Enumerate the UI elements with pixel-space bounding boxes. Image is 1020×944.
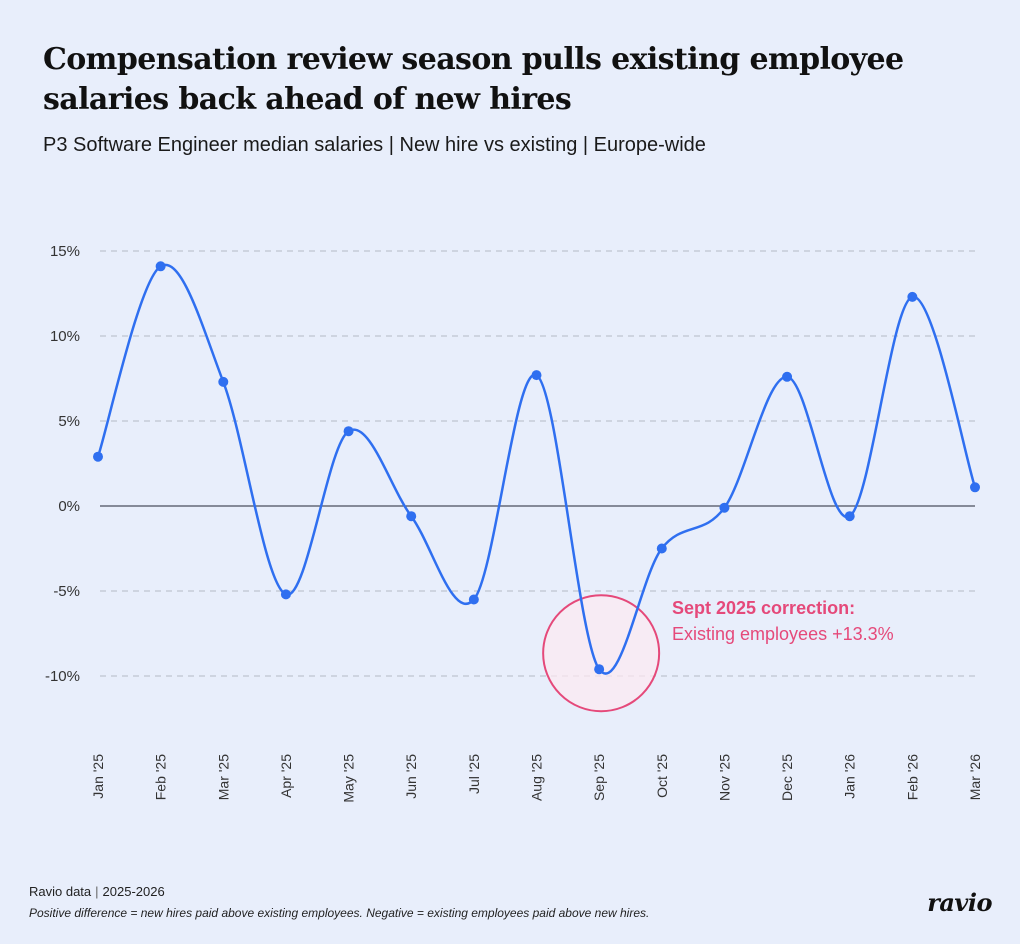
annotation-text: Existing employees +13.3% [672,624,894,644]
data-point [594,664,605,675]
y-tick-label: 0% [58,498,80,515]
chart-title: Compensation review season pulls existin… [43,42,904,117]
x-axis-ticks: Jan '25 Feb '25 Mar '25 Apr '25 May '25 Jun '… [90,754,983,803]
y-tick-label: 15% [50,243,80,260]
x-tick-label: Jan '25 [90,754,106,799]
source-separator: | [95,884,99,899]
x-tick-label: Feb '26 [904,754,920,800]
annotation-title: Sept 2025 correction: [672,598,855,618]
y-tick-label: 10% [50,328,80,345]
x-tick-label: Oct '25 [654,754,670,798]
data-point [155,261,166,272]
chart-subtitle: P3 Software Engineer median salaries | N… [43,134,706,156]
y-tick-label: -5% [53,583,80,600]
data-point [656,543,667,554]
annotation: Sept 2025 correction: Existing employees… [672,598,894,644]
data-point [531,370,542,381]
x-tick-label: Apr '25 [278,754,294,798]
x-tick-label: Jun '25 [403,754,419,799]
grid-lines [100,250,975,677]
data-point [719,502,730,513]
y-tick-label: 5% [58,413,80,430]
footnote: Positive difference = new hires paid abo… [29,906,650,920]
data-point [93,451,103,462]
source-period: 2025-2026 [102,884,165,899]
x-tick-label: Feb '25 [153,754,169,800]
highlight-group [542,594,661,713]
highlight-circle [542,594,661,713]
series-points [93,261,980,675]
ravio-logo: ravio [927,888,992,917]
x-tick-label: Jul '25 [466,754,482,794]
data-point [970,482,980,493]
data-point [468,594,479,605]
data-point [406,511,417,522]
data-point [343,426,354,437]
x-tick-label: Nov '25 [716,754,732,801]
x-tick-label: Mar '25 [215,754,231,800]
data-point [844,511,855,522]
x-tick-label: Aug '25 [529,754,545,801]
y-axis-ticks: 15% 10% 5% 0% -5% -10% [45,243,80,685]
source-name: Ravio data [29,884,92,899]
data-point [907,291,918,302]
x-tick-label: Sep '25 [591,754,607,801]
x-tick-label: May '25 [341,754,357,803]
x-tick-label: Dec '25 [779,754,795,801]
x-tick-label: Mar '26 [967,754,983,800]
y-tick-label: -10% [45,668,80,685]
data-point [782,371,793,382]
source-line: Ravio data | 2025-2026 [29,884,165,899]
data-point [280,589,291,600]
data-point [218,376,229,387]
x-tick-label: Jan '26 [842,754,858,799]
